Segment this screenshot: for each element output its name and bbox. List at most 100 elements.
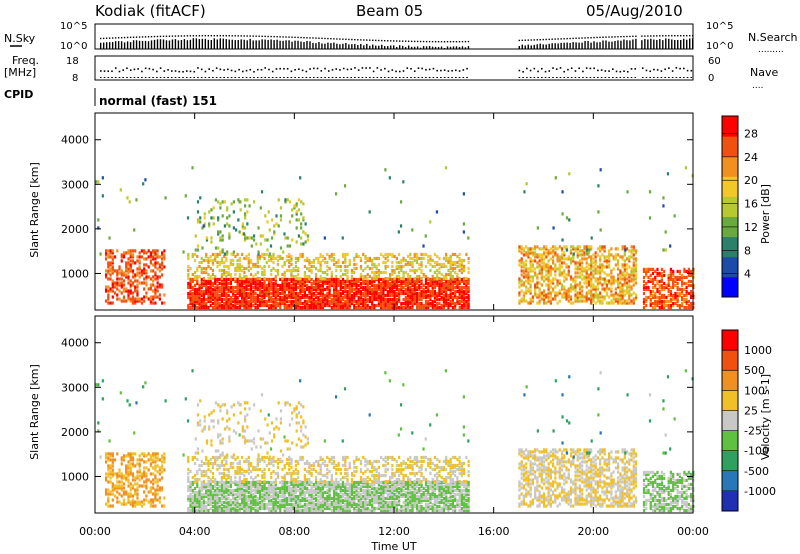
heatmap-cell (681, 279, 684, 284)
freq-dot (391, 69, 394, 71)
heatmap-cell (140, 504, 144, 508)
heatmap-cell (214, 492, 217, 497)
heatmap-cell (576, 265, 579, 269)
heatmap-cell (310, 299, 313, 304)
heatmap-cell (623, 265, 626, 269)
noise-search-dot (419, 40, 422, 43)
heatmap-cell (332, 283, 336, 288)
heatmap-cell (543, 293, 546, 297)
heatmap-cell (357, 279, 360, 284)
heatmap-cell (202, 297, 206, 302)
heatmap-cell (596, 297, 600, 301)
heatmap-cell (436, 260, 439, 265)
heatmap-cell (371, 266, 374, 271)
heatmap-cell (442, 305, 446, 310)
heatmap-cell (211, 496, 215, 501)
heatmap-cell (323, 299, 327, 304)
noise-search-dot (351, 38, 353, 41)
noise-search-dot (653, 35, 655, 37)
heatmap-cell (576, 297, 579, 301)
heatmap-cell (229, 262, 232, 267)
heatmap-cell (317, 281, 320, 286)
heatmap-cell (534, 259, 537, 263)
heatmap-cell (104, 454, 108, 458)
nave-dot (413, 77, 416, 78)
heatmap-cell (101, 194, 104, 198)
heatmap-cell (156, 492, 159, 496)
heatmap-cell (621, 295, 624, 299)
heatmap-cell (545, 245, 548, 249)
heatmap-cell (256, 295, 259, 300)
heatmap-cell (211, 281, 215, 286)
heatmap-cell (330, 279, 333, 284)
heatmap-cell (380, 270, 383, 275)
heatmap-cell (245, 295, 248, 300)
heatmap-cell (656, 279, 659, 284)
heatmap-cell (538, 281, 541, 285)
heatmap-cell (344, 303, 347, 308)
heatmap-cell (391, 301, 394, 306)
heatmap-cell (189, 295, 192, 300)
heatmap-cell (663, 273, 666, 278)
noise-search-dot (401, 40, 404, 42)
heatmap-cell (536, 283, 539, 287)
heatmap-cell (605, 265, 608, 269)
nave-dot (559, 77, 562, 78)
heatmap-cell (630, 273, 633, 277)
heatmap-cell (205, 482, 208, 487)
heatmap-cell (467, 293, 470, 298)
heatmap-cell (205, 506, 208, 511)
heatmap-cell (364, 266, 367, 271)
heatmap-cell (303, 301, 307, 306)
heatmap-cell (386, 276, 389, 281)
heatmap-cell (272, 297, 275, 302)
freq-dot (215, 67, 218, 69)
noise-search-dot (231, 35, 233, 37)
heatmap-cell (373, 276, 376, 281)
heatmap-cell (431, 299, 434, 304)
heatmap-cell (219, 202, 222, 206)
heatmap-cell (156, 267, 159, 271)
heatmap-cell (549, 267, 552, 271)
heatmap-cell (436, 281, 439, 286)
heatmap-cell (451, 276, 455, 281)
heatmap-cell (276, 289, 280, 294)
heatmap-cell (335, 260, 338, 265)
heatmap-cell (244, 198, 247, 202)
heatmap-cell (164, 196, 167, 200)
heatmap-cell (386, 293, 389, 298)
heatmap-cell (294, 295, 298, 300)
heatmap-cell (122, 502, 126, 506)
heatmap-cell (531, 279, 534, 283)
heatmap-cell (129, 289, 132, 293)
heatmap-cell (245, 277, 248, 282)
heatmap-cell (202, 301, 206, 306)
heatmap-cell (229, 287, 232, 292)
heatmap-cell (454, 289, 457, 294)
heatmap-cell (107, 265, 110, 269)
heatmap-cell (402, 279, 405, 284)
heatmap-cell (152, 466, 155, 470)
heatmap-cell (234, 305, 237, 310)
heatmap-cell (306, 295, 309, 300)
heatmap-cell (152, 460, 155, 464)
heatmap-cell (218, 303, 221, 308)
heatmap-cell (572, 257, 575, 261)
heatmap-cell (368, 291, 372, 296)
heatmap-cell (619, 289, 622, 293)
heatmap-cell (129, 458, 132, 462)
heatmap-cell (238, 279, 241, 284)
heatmap-cell (623, 251, 626, 255)
heatmap-cell (288, 291, 291, 296)
heatmap-cell (127, 470, 130, 474)
heatmap-cell (467, 266, 470, 271)
heatmap-cell (529, 267, 532, 271)
heatmap-cell (460, 305, 463, 310)
heatmap-cell (561, 212, 564, 216)
heatmap-cell (136, 283, 139, 287)
heatmap-cell (252, 293, 255, 298)
heatmap-cell (420, 281, 423, 286)
heatmap-cell (651, 281, 655, 286)
heatmap-cell (586, 252, 589, 256)
heatmap-cell (409, 291, 412, 296)
